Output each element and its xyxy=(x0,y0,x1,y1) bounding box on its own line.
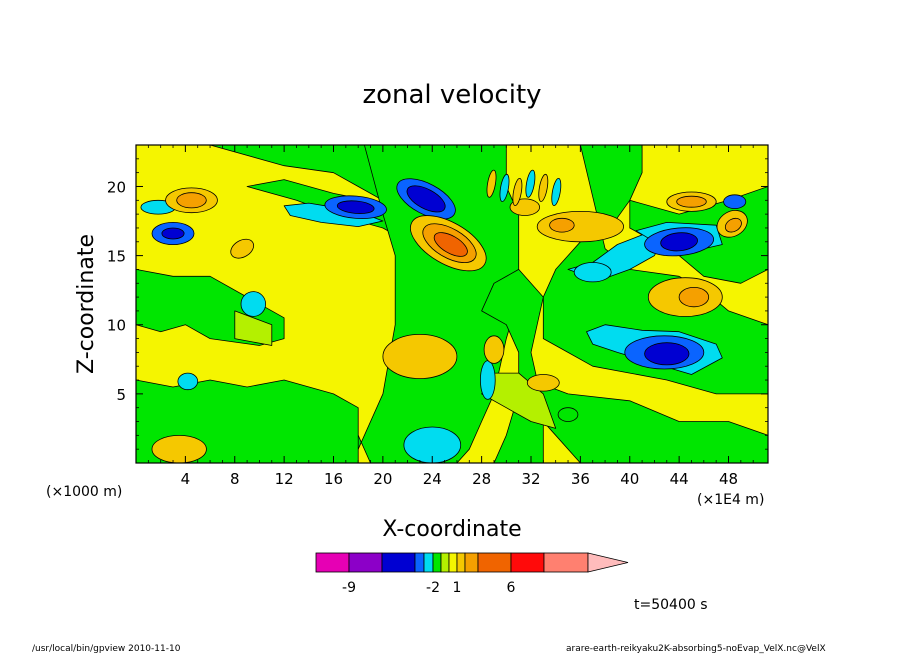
colorbar-segment xyxy=(423,552,434,573)
blue-core xyxy=(660,232,698,252)
cyan-region xyxy=(573,262,612,283)
time-annotation: t=50400 s xyxy=(634,597,708,613)
colorbar-label: -2 xyxy=(426,580,440,596)
colorbar-segment xyxy=(448,552,458,573)
colorbar: -9 -2 1 6 xyxy=(315,552,629,596)
plot-area xyxy=(136,145,768,463)
x-tick-label: 12 xyxy=(275,470,294,488)
colorbar-label: 1 xyxy=(453,580,462,596)
colorbar-segment xyxy=(543,552,589,573)
ripple-cell xyxy=(499,173,510,202)
x-tick-label: 24 xyxy=(423,470,442,488)
yellowgreen-region xyxy=(481,372,557,429)
x-tick-label: 28 xyxy=(472,470,491,488)
x-tick-label: 36 xyxy=(571,470,590,488)
cyan-region xyxy=(177,372,199,391)
colorbar-end-arrow xyxy=(587,552,629,573)
ripple-cell xyxy=(538,173,549,202)
y-axis-label: Z-coordinate xyxy=(74,234,99,374)
ripple-cell xyxy=(486,169,497,198)
x-axis: 4 8 12 16 20 24 28 32 36 40 44 48 xyxy=(147,145,754,488)
lightblue-region xyxy=(723,194,747,210)
colorbar-segment xyxy=(477,552,512,573)
x-tick-label: 44 xyxy=(670,470,689,488)
colorbar-segment xyxy=(315,552,350,573)
yellowgreen-region xyxy=(234,310,273,346)
ripple-cell xyxy=(525,169,536,198)
ripple-cell xyxy=(551,177,562,207)
green-region xyxy=(557,407,579,422)
blue-core xyxy=(161,227,185,240)
footer-right: arare-earth-reikyaku2K-absorbing5-noEvap… xyxy=(566,644,826,654)
green-region xyxy=(136,145,285,346)
blue-core xyxy=(644,342,690,366)
chart-title: zonal velocity xyxy=(362,80,541,110)
y-tick-label: 5 xyxy=(116,386,126,404)
x-tick-label: 32 xyxy=(521,470,540,488)
orange-core xyxy=(676,195,707,208)
colorbar-label: -9 xyxy=(342,580,356,596)
strong-positive-core xyxy=(433,232,468,257)
y-tick-label: 20 xyxy=(107,178,126,196)
cyan-region xyxy=(240,291,267,317)
y-tick-label: 15 xyxy=(107,248,126,266)
cyan-region xyxy=(403,426,462,463)
blue-core xyxy=(406,185,446,213)
x-tick-label: 8 xyxy=(230,470,240,488)
cyan-region xyxy=(479,360,496,400)
orange-region xyxy=(382,333,458,379)
orange-core xyxy=(678,286,710,308)
contour-fields xyxy=(136,145,768,463)
colorbar-segment xyxy=(381,552,416,573)
colorbar-segment xyxy=(510,552,545,573)
y-tick-label: 10 xyxy=(107,317,126,335)
colorbar-segment xyxy=(432,552,442,573)
cyan-region xyxy=(283,202,384,227)
footer-left: /usr/local/bin/gpview 2010-11-10 xyxy=(32,644,181,654)
ripple-cell xyxy=(512,177,523,207)
orange-core xyxy=(549,217,575,233)
x-tick-label: 16 xyxy=(324,470,343,488)
x-axis-label: X-coordinate xyxy=(382,517,521,542)
blue-core xyxy=(336,200,375,214)
colorbar-label: 6 xyxy=(507,580,516,596)
x-unit-right: (×1E4 m) xyxy=(697,492,764,508)
orange-core xyxy=(176,192,207,209)
plot-frame xyxy=(135,144,769,464)
x-tick-label: 40 xyxy=(620,470,639,488)
orange-region xyxy=(526,374,560,392)
x-tick-label: 48 xyxy=(719,470,738,488)
orange-region xyxy=(483,335,505,364)
colorbar-segment xyxy=(456,552,466,573)
orange-region xyxy=(151,435,207,463)
x-tick-label: 4 xyxy=(181,470,191,488)
colorbar-segment xyxy=(464,552,479,573)
colorbar-segment xyxy=(414,552,425,573)
orange-region xyxy=(230,238,255,259)
colorbar-segment xyxy=(348,552,383,573)
colorbar-segment xyxy=(440,552,450,573)
orange-core xyxy=(724,217,742,233)
x-unit-left: (×1000 m) xyxy=(46,484,122,500)
y-axis: 5 10 15 20 xyxy=(107,158,768,450)
x-tick-label: 20 xyxy=(373,470,392,488)
